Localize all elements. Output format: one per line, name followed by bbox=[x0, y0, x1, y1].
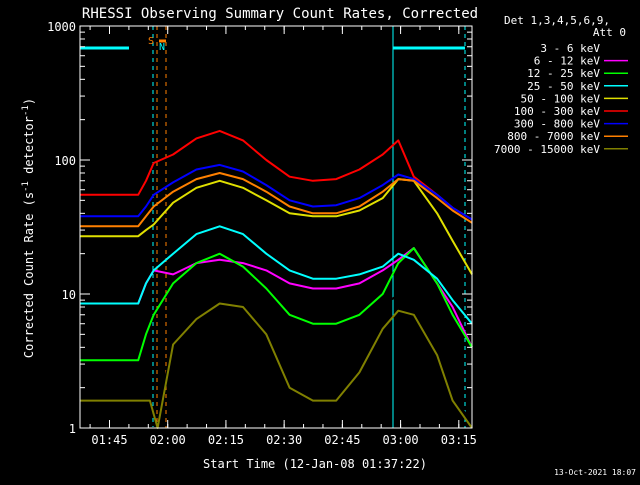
x-axis-label: Start Time (12-Jan-08 01:37:22) bbox=[203, 457, 427, 471]
timestamp: 13-Oct-2021 18:07 bbox=[554, 468, 636, 477]
x-tick-label: 03:15 bbox=[441, 433, 477, 447]
y-tick-label: 10 bbox=[62, 288, 76, 302]
series-line-2 bbox=[80, 247, 473, 362]
plot-area: SN bbox=[80, 26, 473, 429]
series-line-5 bbox=[80, 129, 473, 221]
y-tick-label: 1 bbox=[69, 422, 76, 436]
x-tick-label: 02:45 bbox=[324, 433, 360, 447]
y-tick-label: 1000 bbox=[47, 20, 76, 34]
legend-header-line-1: Det 1,3,4,5,6,9, bbox=[504, 14, 610, 27]
x-tick-label: 02:30 bbox=[266, 433, 302, 447]
x-tick-label: 02:15 bbox=[208, 433, 244, 447]
legend-label-2: 12 - 25 keV bbox=[527, 67, 600, 80]
y-axis-label: Corrected Count Rate (s-1 detector-1) bbox=[21, 98, 36, 358]
series-line-8 bbox=[80, 302, 473, 429]
legend-label-4: 50 - 100 keV bbox=[521, 92, 601, 105]
chart-title: RHESSI Observing Summary Count Rates, Co… bbox=[82, 6, 478, 22]
marker-label-s: S bbox=[148, 36, 154, 47]
marker-label-n: N bbox=[159, 42, 165, 53]
y-tick-label: 100 bbox=[54, 154, 76, 168]
x-tick-label: 01:45 bbox=[91, 433, 127, 447]
legend-label-3: 25 - 50 keV bbox=[527, 80, 600, 93]
legend-header-line-2: Att 0 bbox=[593, 26, 626, 39]
x-tick-label: 02:00 bbox=[150, 433, 186, 447]
legend-label-1: 6 - 12 keV bbox=[534, 55, 601, 68]
series-line-3 bbox=[80, 225, 473, 325]
legend-label-7: 800 - 7000 keV bbox=[507, 130, 600, 143]
axes: 1 10 100 1000 01:45 02:00 02:15 02:30 02:45 03:00… bbox=[47, 20, 477, 447]
legend-label-5: 100 - 300 keV bbox=[514, 105, 600, 118]
legend-label-8: 7000 - 15000 keV bbox=[494, 143, 600, 156]
series-line-7 bbox=[80, 172, 473, 228]
plot-frame bbox=[79, 25, 473, 429]
series-line-6 bbox=[80, 163, 473, 221]
x-tick-label: 03:00 bbox=[383, 433, 419, 447]
legend-label-0: 3 - 6 keV bbox=[540, 42, 600, 55]
legend-label-6: 300 - 800 keV bbox=[514, 118, 600, 131]
